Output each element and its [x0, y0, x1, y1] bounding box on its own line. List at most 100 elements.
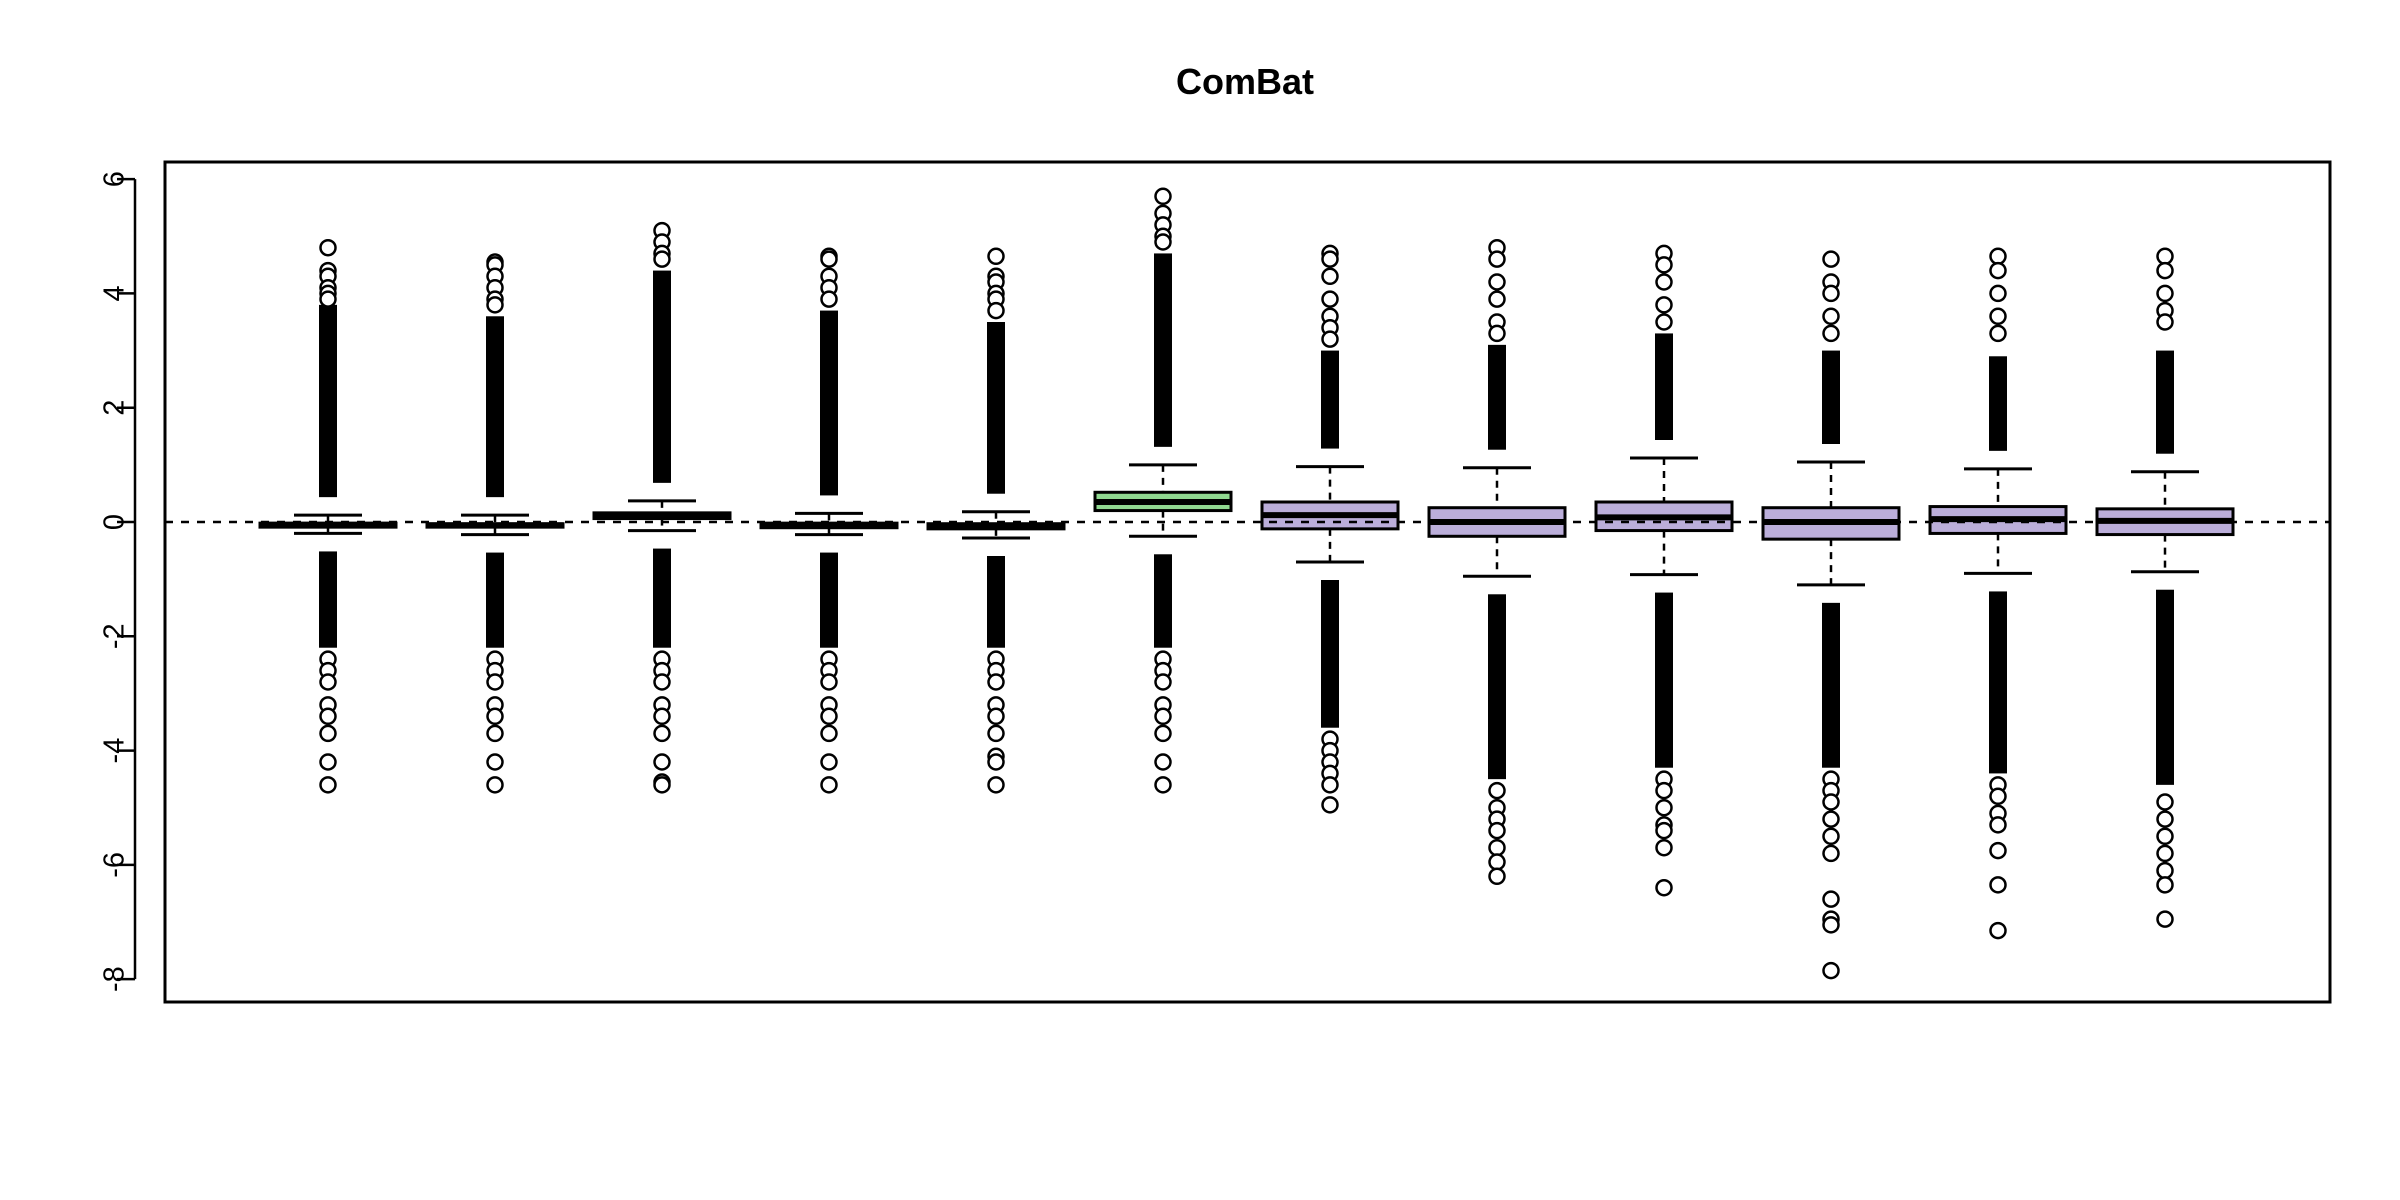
- y-axis: 6 4 2 0 -2 -4 -6 -8: [99, 171, 137, 992]
- y-tick-label: -6: [99, 852, 131, 878]
- outlier-point: [1655, 821, 1673, 840]
- outlier-point: [319, 238, 337, 257]
- outlier-point: [486, 296, 504, 314]
- y-tick-label: -8: [99, 966, 131, 992]
- outlier-point: [1488, 867, 1506, 886]
- outlier-point: [1488, 324, 1506, 343]
- box-group-6: [1093, 187, 1233, 794]
- outlier-point: [820, 776, 838, 794]
- outlier-point: [319, 724, 337, 743]
- outlier-point: [1822, 827, 1840, 846]
- outlier-point: [1655, 798, 1673, 817]
- outlier-point: [2156, 844, 2174, 863]
- outlier-point: [1154, 776, 1172, 794]
- y-tick-label: 4: [99, 285, 131, 301]
- dense-outliers-high: [2156, 350, 2174, 454]
- dense-outliers-high: [820, 310, 838, 496]
- outlier-point: [987, 247, 1005, 266]
- outlier-point: [1154, 753, 1172, 771]
- outlier-point: [1822, 961, 1840, 980]
- box-group-4: [759, 247, 899, 794]
- dense-outliers-low: [486, 552, 504, 648]
- outlier-point: [1822, 793, 1840, 811]
- outlier-point: [1989, 247, 2007, 266]
- dense-outliers-low: [653, 548, 671, 648]
- outlier-point: [1488, 821, 1506, 840]
- outlier-point: [987, 707, 1005, 726]
- outlier-point: [2156, 284, 2174, 303]
- outlier-point: [2156, 827, 2174, 846]
- outlier-point: [653, 250, 671, 268]
- outlier-point: [987, 753, 1005, 771]
- box-group-11: [1928, 247, 2068, 940]
- outlier-point: [1321, 776, 1339, 794]
- outlier-point: [1989, 787, 2007, 806]
- outlier-point: [820, 724, 838, 743]
- dense-outliers-low: [820, 552, 838, 648]
- outlier-point: [1321, 290, 1339, 308]
- box-group-7: [1260, 244, 1400, 814]
- box-group-1: [258, 238, 398, 794]
- outlier-point: [987, 776, 1005, 794]
- outlier-point: [1989, 876, 2007, 894]
- outlier-point: [2156, 810, 2174, 828]
- outlier-point: [1822, 284, 1840, 303]
- dense-outliers-high: [1154, 253, 1172, 447]
- outlier-point: [1154, 707, 1172, 726]
- outlier-point: [653, 776, 671, 794]
- outlier-point: [1488, 838, 1506, 857]
- outlier-point: [1655, 781, 1673, 800]
- outlier-point: [653, 724, 671, 743]
- outlier-point: [1321, 267, 1339, 286]
- y-tick-label: -2: [99, 623, 131, 649]
- outlier-point: [1822, 250, 1840, 268]
- outlier-point: [1655, 256, 1673, 274]
- y-tick-label: -4: [99, 738, 131, 764]
- y-tick-label: 6: [99, 171, 131, 187]
- dense-outliers-low: [1488, 594, 1506, 780]
- outlier-point: [1154, 673, 1172, 691]
- dense-outliers-low: [2156, 589, 2174, 785]
- outlier-point: [1321, 330, 1339, 348]
- box-group-2: [425, 253, 565, 794]
- outlier-point: [2156, 861, 2174, 880]
- outlier-point: [1655, 273, 1673, 291]
- dense-outliers-high: [1655, 333, 1673, 440]
- outlier-point: [319, 707, 337, 726]
- outlier-point: [1488, 853, 1506, 871]
- dense-outliers-low: [1154, 554, 1172, 648]
- box-group-3: [592, 221, 732, 794]
- outlier-point: [1989, 261, 2007, 280]
- box-group-9: [1594, 244, 1734, 897]
- box-group-5: [926, 247, 1066, 794]
- outlier-point: [2156, 910, 2174, 928]
- outlier-point: [1321, 796, 1339, 814]
- outlier-point: [319, 776, 337, 794]
- outlier-point: [1488, 273, 1506, 291]
- dense-outliers-low: [1822, 602, 1840, 768]
- outlier-point: [2156, 247, 2174, 266]
- outlier-point: [1989, 921, 2007, 940]
- outlier-point: [319, 673, 337, 691]
- dense-outliers-low: [1989, 591, 2007, 774]
- dense-outliers-high: [1488, 344, 1506, 450]
- outlier-point: [1989, 816, 2007, 834]
- outlier-point: [1488, 290, 1506, 308]
- dense-outliers-high: [1822, 350, 1840, 444]
- outlier-point: [820, 250, 838, 268]
- outlier-point: [319, 290, 337, 308]
- outlier-point: [820, 753, 838, 771]
- outlier-point: [2156, 313, 2174, 331]
- dense-outliers-low: [319, 551, 337, 648]
- outlier-point: [653, 673, 671, 691]
- outlier-point: [1655, 838, 1673, 857]
- dense-outliers-high: [486, 316, 504, 498]
- outlier-point: [486, 673, 504, 691]
- outlier-point: [1989, 324, 2007, 343]
- outlier-point: [486, 707, 504, 726]
- chart-title: ComBat: [1176, 61, 1314, 102]
- dense-outliers-low: [987, 556, 1005, 648]
- outlier-point: [1154, 187, 1172, 206]
